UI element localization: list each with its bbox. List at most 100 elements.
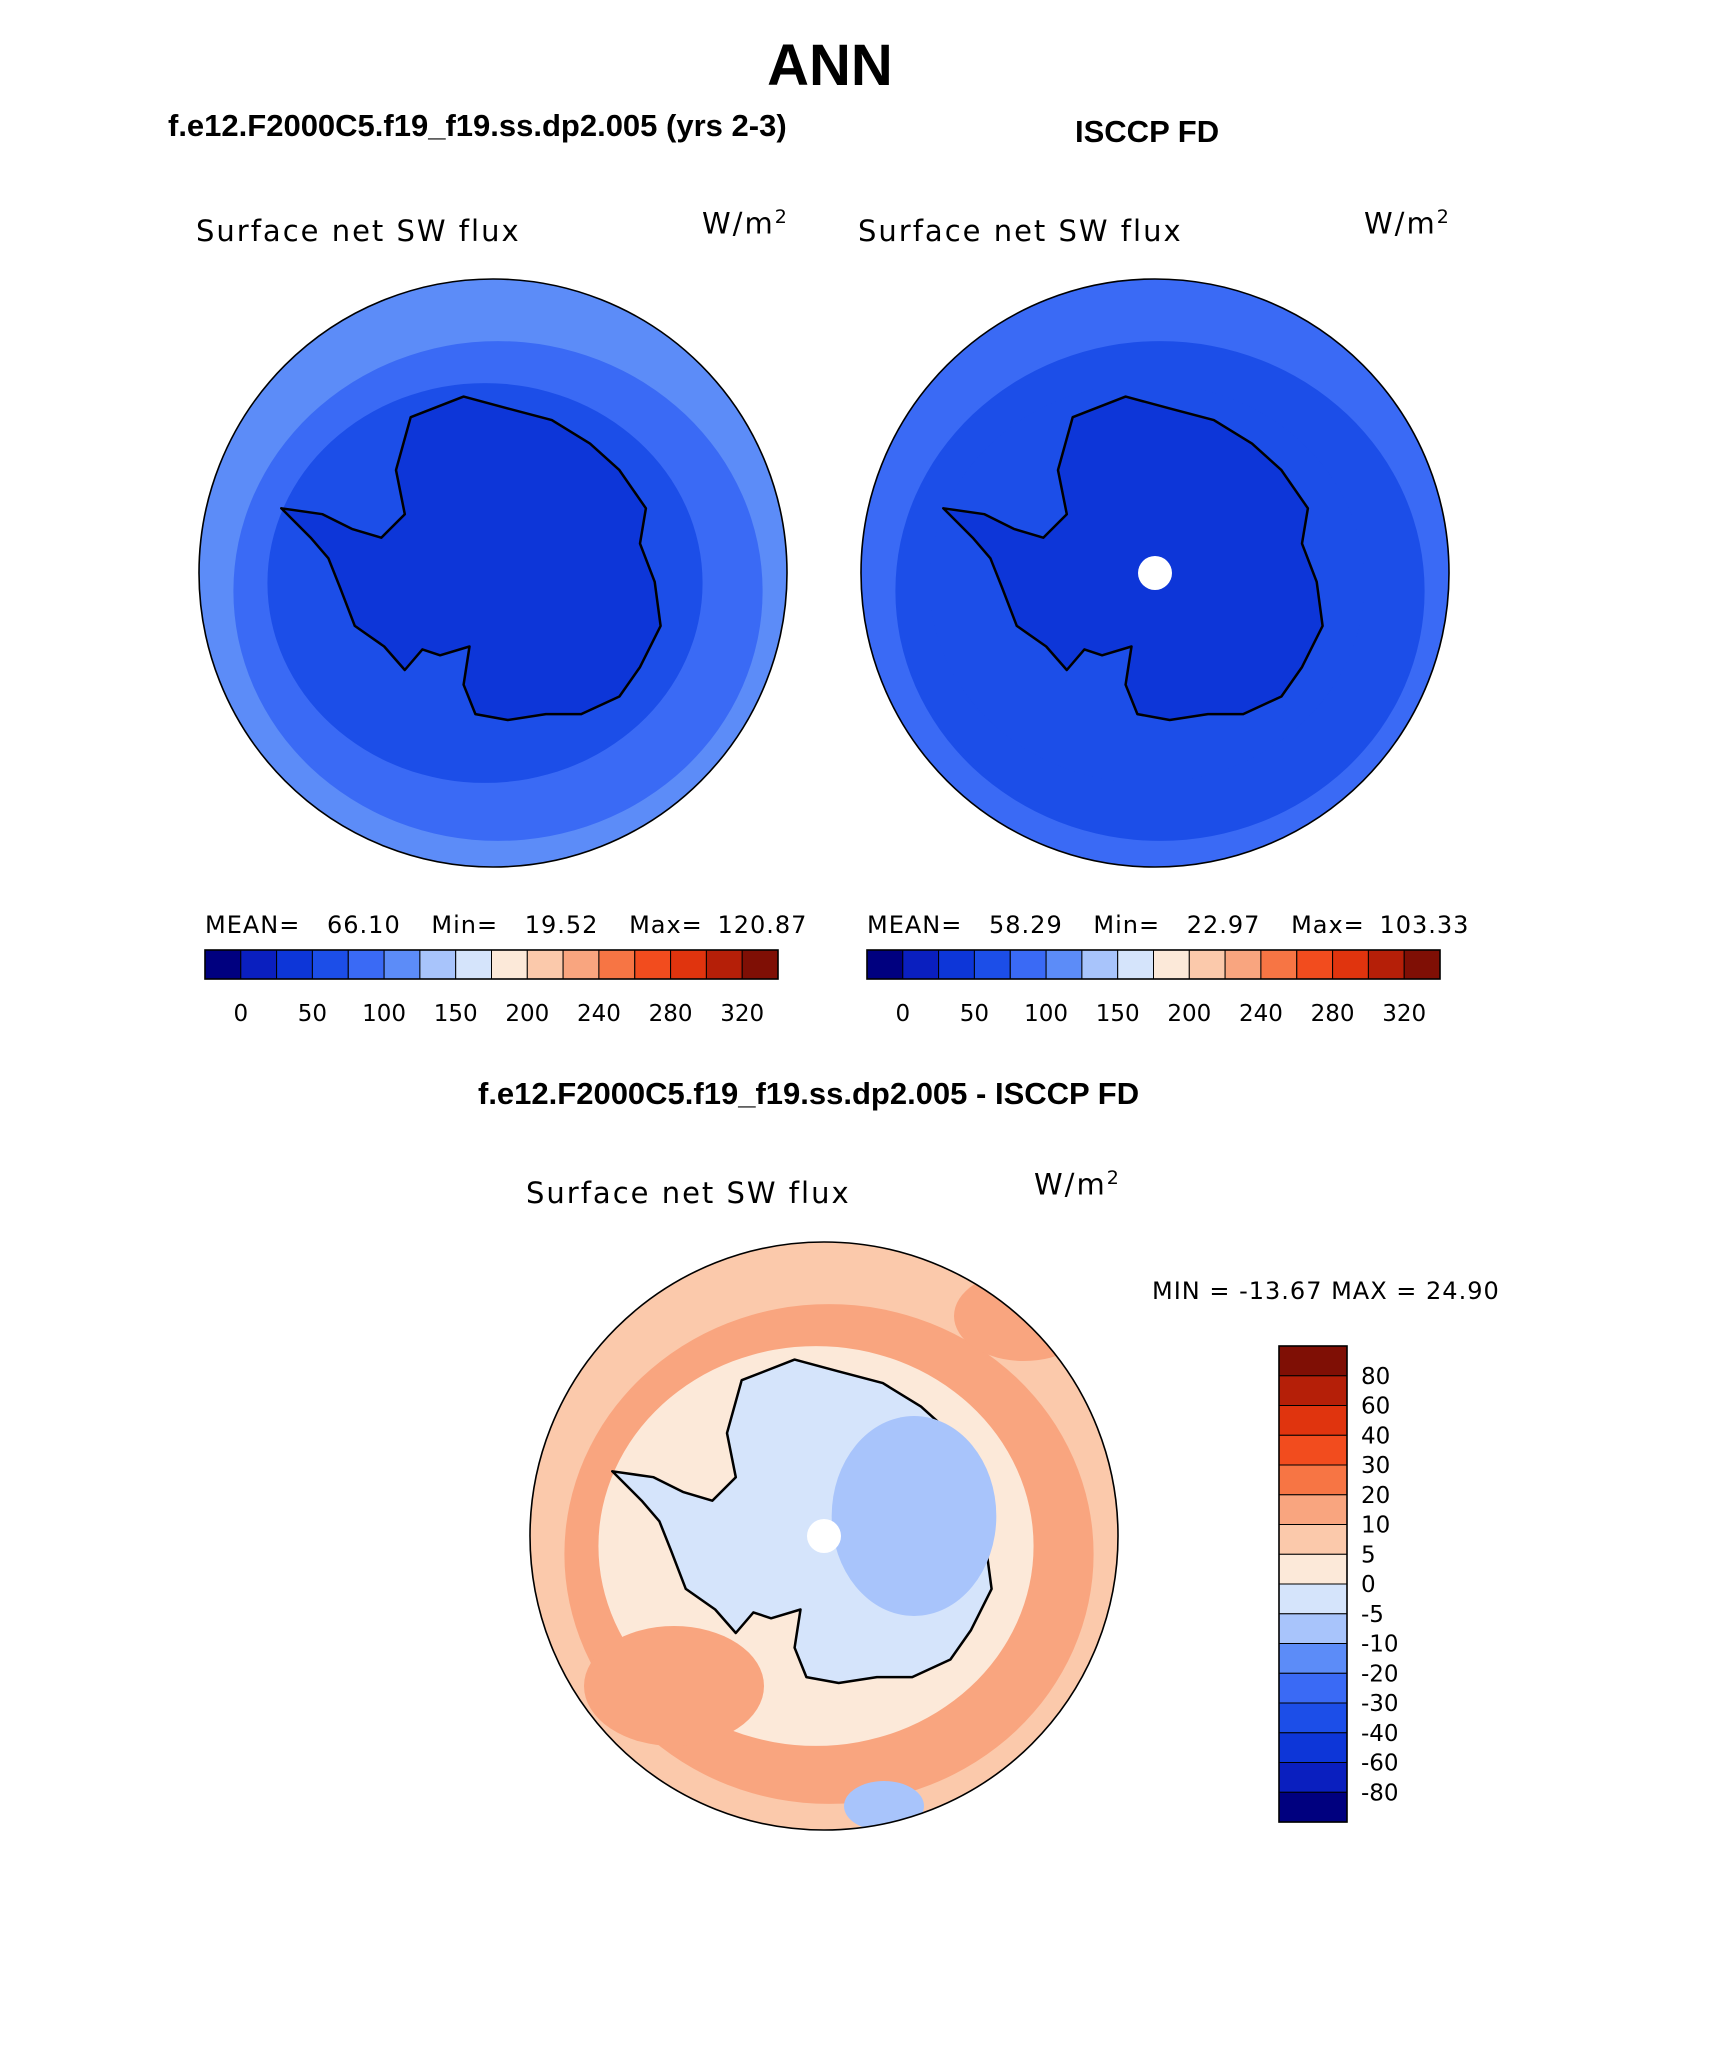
colorbar-swatch [1278, 1434, 1348, 1466]
panel-a-map [198, 278, 788, 868]
colorbar-swatch [634, 949, 672, 980]
colorbar-swatch [1278, 1643, 1348, 1674]
panel-a-title: f.e12.F2000C5.f19_f19.ss.dp2.005 (yrs 2-… [168, 108, 787, 143]
map-field [861, 279, 1449, 867]
map-border [529, 1241, 1119, 1831]
colorbar-swatch [1278, 1464, 1348, 1496]
colorbar-swatch [311, 949, 349, 980]
colorbar-swatch [866, 949, 904, 980]
min-label: Min= [1093, 911, 1161, 939]
colorbar-swatch [419, 949, 457, 980]
colorbar-tick-label: 200 [505, 1001, 549, 1027]
map-border [198, 278, 788, 868]
colorbar-swatch [1278, 1345, 1348, 1377]
colorbar-tick-label: 10 [1361, 1513, 1390, 1539]
colorbar-tick-label: 0 [1361, 1572, 1376, 1598]
colorbar-swatch [670, 949, 707, 980]
colorbar-swatch [1367, 949, 1405, 980]
panel-b-title: ISCCP FD [1075, 114, 1220, 149]
max-label: Max= [629, 911, 703, 939]
colorbar-swatch [276, 949, 313, 980]
panel-b-variable-label: Surface net SW flux [858, 214, 1183, 248]
colorbar-swatch [1278, 1702, 1348, 1734]
mean-label: MEAN= [867, 911, 963, 939]
min-label: Min= [431, 911, 499, 939]
field-interior [831, 1416, 997, 1616]
colorbar-tick-label: 280 [1311, 1001, 1355, 1027]
max-value: 120.87 [717, 911, 808, 939]
colorbar-swatch [1045, 949, 1083, 980]
panel-a-units: W/m2 [702, 206, 789, 241]
colorbar-swatch [491, 949, 528, 980]
pole-hole [807, 1519, 841, 1553]
colorbar-tick-label: 100 [362, 1001, 406, 1027]
panel-a-variable-label: Surface net SW flux [196, 214, 521, 248]
colorbar-frame [204, 949, 779, 980]
panel-c-units: W/m2 [1034, 1167, 1121, 1202]
colorbar-swatch [902, 949, 940, 980]
mean-value: 66.10 [327, 911, 401, 939]
panel-c-stats: MIN = -13.67 MAX = 24.90 [1152, 1277, 1500, 1305]
panel-b-map [860, 278, 1450, 868]
colorbar-frame [1278, 1345, 1348, 1823]
colorbar-swatch [938, 949, 975, 980]
max-value: 103.33 [1379, 911, 1470, 939]
colorbar-tick-label: 40 [1361, 1423, 1390, 1449]
colorbar-swatch [204, 949, 242, 980]
colorbar-swatch [1117, 949, 1154, 980]
colorbar-tick-label: 5 [1361, 1542, 1376, 1568]
panel-b-stats: MEAN= 58.29 Min= 22.97 Max= 103.33 [867, 911, 1469, 939]
map-field [530, 1242, 1118, 1830]
panel-c-map [529, 1241, 1119, 1831]
panel-b-colorbar: 0 50 100 150 200 240 280 320 [866, 949, 1441, 1027]
colorbar-swatch [1278, 1583, 1348, 1615]
colorbar-tick-label: 50 [960, 1001, 989, 1027]
colorbar-tick-label: 80 [1361, 1364, 1390, 1390]
colorbar-swatch [1278, 1405, 1348, 1436]
colorbar-swatch [598, 949, 636, 980]
colorbar-tick-label: 50 [298, 1001, 327, 1027]
panel-a-stats: MEAN= 66.10 Min= 19.52 Max= 120.87 [205, 911, 807, 939]
colorbar-tick-label: -10 [1361, 1632, 1399, 1658]
colorbar-swatch [973, 949, 1011, 980]
colorbar-swatch [240, 949, 278, 980]
colorbar-swatch [526, 949, 564, 980]
colorbar-tick-label: -80 [1361, 1780, 1399, 1806]
colorbar-swatch [347, 949, 385, 980]
colorbar-swatch [1009, 949, 1047, 980]
colorbar-swatch [705, 949, 743, 980]
colorbar-swatch [1153, 949, 1190, 980]
colorbar-swatch [1278, 1762, 1348, 1793]
map-border [860, 278, 1450, 868]
colorbar-swatch [1278, 1613, 1348, 1645]
colorbar-tick-label: 0 [895, 1001, 910, 1027]
colorbar-swatch [1332, 949, 1369, 980]
panel-b-units: W/m2 [1364, 206, 1451, 241]
antarctica-coastline [942, 395, 1324, 722]
colorbar-swatch [1278, 1494, 1348, 1526]
colorbar-tick-label: -30 [1361, 1691, 1399, 1717]
colorbar-swatch [455, 949, 493, 980]
figure-title: ANN [767, 33, 893, 98]
min-value: 22.97 [1186, 911, 1261, 939]
colorbar-tick-label: 240 [577, 1001, 621, 1027]
colorbar-tick-label: 280 [649, 1001, 693, 1027]
colorbar-tick-label: -5 [1361, 1602, 1384, 1628]
colorbar-swatch [1403, 949, 1441, 980]
colorbar-tick-label: 60 [1361, 1394, 1390, 1420]
colorbar-tick-label: 320 [720, 1001, 764, 1027]
colorbar-tick-label: 30 [1361, 1453, 1390, 1479]
field-patch [584, 1626, 764, 1746]
colorbar-swatch [383, 949, 421, 980]
panel-c-title: f.e12.F2000C5.f19_f19.ss.dp2.005 - ISCCP… [478, 1076, 1140, 1111]
colorbar-tick-label: 240 [1239, 1001, 1283, 1027]
colorbar-tick-label: 200 [1167, 1001, 1211, 1027]
panel-a-colorbar: 0 50 100 150 200 240 280 320 [204, 949, 779, 1027]
colorbar-swatch [1296, 949, 1334, 980]
colorbar-tick-label: -40 [1361, 1721, 1399, 1747]
panel-c-variable-label: Surface net SW flux [526, 1176, 851, 1210]
colorbar-tick-label: -20 [1361, 1661, 1399, 1687]
colorbar-swatch [1278, 1524, 1348, 1555]
colorbar-frame [866, 949, 1441, 980]
